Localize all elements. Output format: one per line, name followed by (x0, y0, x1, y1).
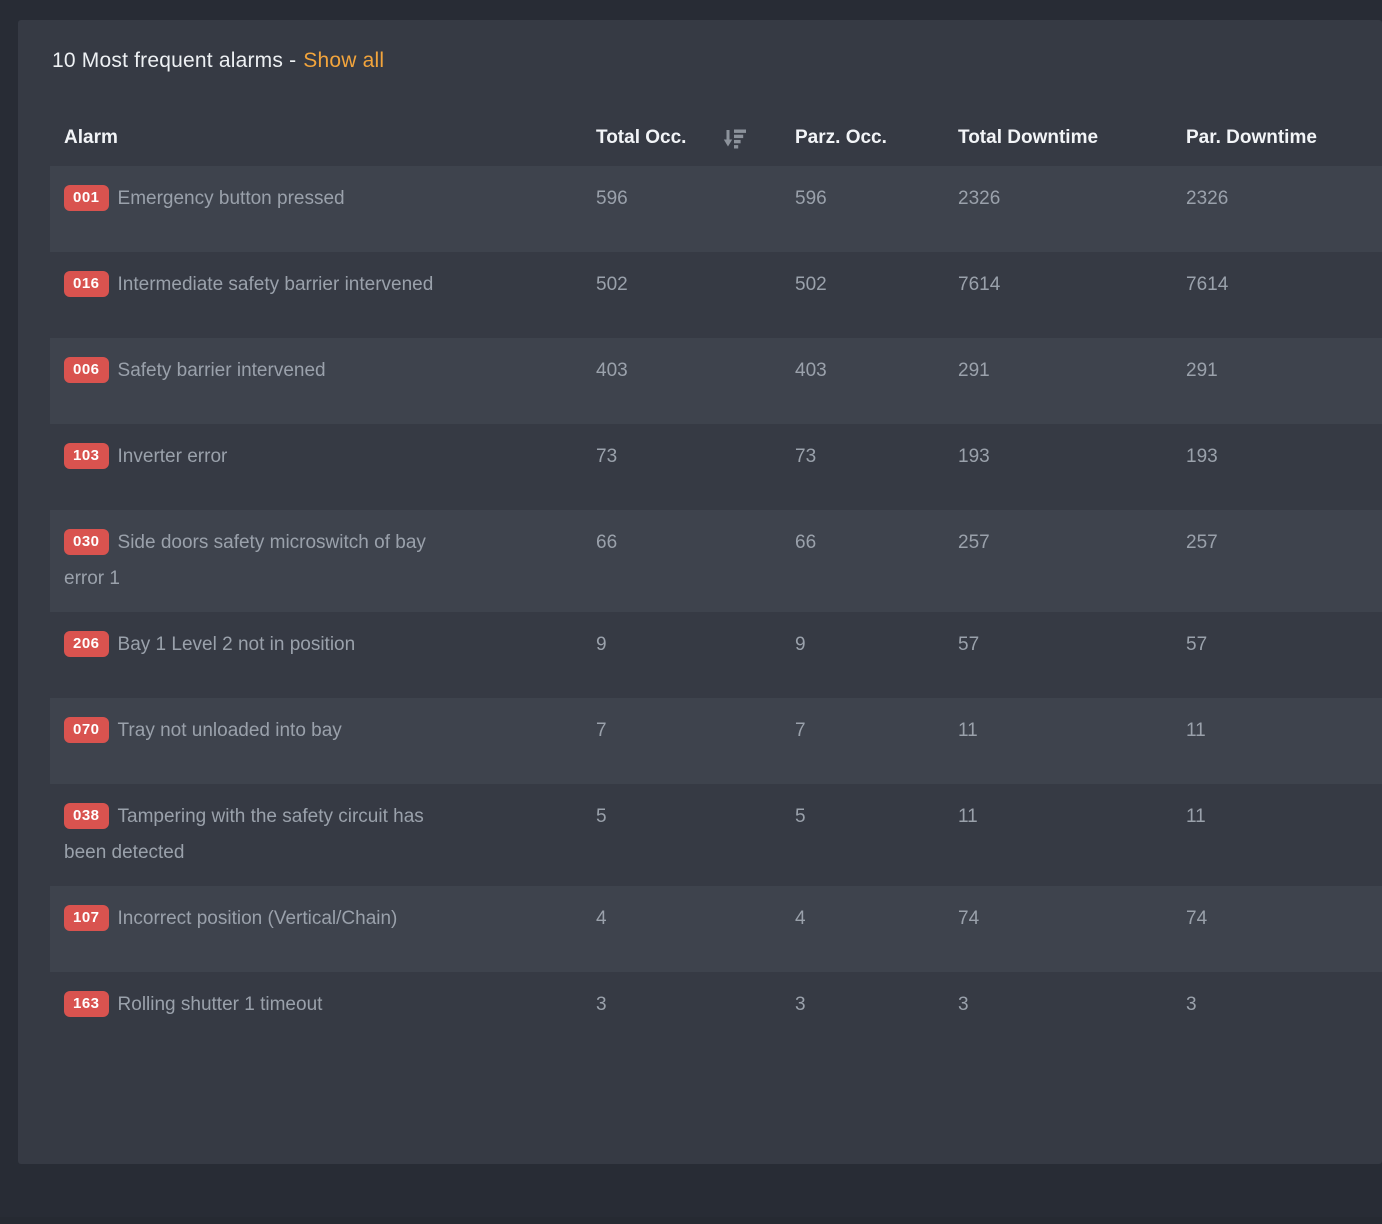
table-row: 016 Intermediate safety barrier intervene… (50, 252, 1382, 338)
alarms-table: Alarm Total Occ. Parz. Occ. Total Downti… (50, 110, 1382, 1058)
alarm-description: Side doors safety microswitch of bay err… (64, 532, 426, 589)
par-downtime-cell: 11 (1186, 720, 1206, 741)
total-occ-cell: 403 (596, 360, 628, 381)
alarm-description: Incorrect position (Vertical/Chain) (117, 908, 398, 929)
total-downtime-cell: 2326 (958, 188, 1001, 209)
parz-occ-cell: 4 (795, 908, 806, 929)
parz-occ-cell: 66 (795, 532, 817, 553)
par-downtime-cell: 193 (1186, 446, 1218, 467)
par-downtime-cell: 291 (1186, 360, 1218, 381)
parz-occ-cell: 5 (795, 806, 806, 827)
most-frequent-alarms-panel: 10 Most frequent alarms - Show all Alarm … (18, 20, 1382, 1164)
table-row: 001 Emergency button pressed 596 596 2326… (50, 166, 1382, 252)
alarm-description: Safety barrier intervened (117, 360, 326, 381)
total-downtime-cell: 74 (958, 908, 980, 929)
column-header-total-occ-label: Total Occ. (596, 127, 687, 148)
alarm-code-badge: 030 (64, 529, 109, 555)
table-body: 001 Emergency button pressed 596 596 2326… (50, 166, 1382, 1058)
alarm-code-badge: 107 (64, 905, 109, 931)
alarm-cell: 001 Emergency button pressed (50, 181, 586, 217)
alarm-cell: 163 Rolling shutter 1 timeout (50, 987, 586, 1023)
alarm-cell: 070 Tray not unloaded into bay (50, 713, 586, 749)
alarm-description: Tray not unloaded into bay (117, 720, 342, 741)
parz-occ-cell: 9 (795, 634, 806, 655)
next-panel-edge (0, 1217, 1382, 1224)
alarm-cell: 206 Bay 1 Level 2 not in position (50, 627, 586, 663)
par-downtime-cell: 57 (1186, 634, 1208, 655)
alarm-cell: 006 Safety barrier intervened (50, 353, 586, 389)
alarm-code-badge: 006 (64, 357, 109, 383)
par-downtime-cell: 3 (1186, 994, 1197, 1015)
total-occ-cell: 7 (596, 720, 607, 741)
total-occ-cell: 4 (596, 908, 607, 929)
column-header-par-downtime[interactable]: Par. Downtime (1186, 127, 1317, 148)
table-row: 070 Tray not unloaded into bay 7 7 11 11 (50, 698, 1382, 784)
par-downtime-cell: 11 (1186, 806, 1206, 827)
total-downtime-cell: 57 (958, 634, 980, 655)
total-occ-cell: 5 (596, 806, 607, 827)
total-occ-cell: 73 (596, 446, 618, 467)
panel-title: 10 Most frequent alarms - Show all (18, 20, 1382, 78)
par-downtime-cell: 257 (1186, 532, 1218, 553)
total-occ-cell: 3 (596, 994, 607, 1015)
total-downtime-cell: 3 (958, 994, 969, 1015)
alarm-cell: 103 Inverter error (50, 439, 586, 475)
total-occ-cell: 596 (596, 188, 628, 209)
par-downtime-cell: 2326 (1186, 188, 1229, 209)
panel-title-text: 10 Most frequent alarms - (52, 49, 297, 72)
sort-amount-down-icon[interactable] (720, 126, 747, 152)
parz-occ-cell: 403 (795, 360, 827, 381)
total-downtime-cell: 291 (958, 360, 990, 381)
table-row: 107 Incorrect position (Vertical/Chain) 4… (50, 886, 1382, 972)
column-header-total-downtime[interactable]: Total Downtime (958, 127, 1099, 148)
table-row: 103 Inverter error 73 73 193 193 (50, 424, 1382, 510)
alarm-code-badge: 038 (64, 803, 109, 829)
alarm-description: Intermediate safety barrier intervened (117, 274, 434, 295)
alarm-description: Rolling shutter 1 timeout (117, 994, 323, 1015)
alarm-description: Tampering with the safety circuit has be… (64, 806, 424, 863)
alarm-cell: 030 Side doors safety microswitch of bay … (50, 525, 586, 597)
table-row: 163 Rolling shutter 1 timeout 3 3 3 3 (50, 972, 1382, 1058)
alarm-cell: 038 Tampering with the safety circuit has… (50, 799, 586, 871)
alarm-code-badge: 163 (64, 991, 109, 1017)
alarm-code-badge: 206 (64, 631, 109, 657)
table-row: 038 Tampering with the safety circuit has… (50, 784, 1382, 886)
alarm-cell: 107 Incorrect position (Vertical/Chain) (50, 901, 586, 937)
show-all-link[interactable]: Show all (303, 49, 385, 72)
alarm-description: Emergency button pressed (117, 188, 345, 209)
total-downtime-cell: 11 (958, 806, 978, 827)
par-downtime-cell: 74 (1186, 908, 1208, 929)
total-occ-cell: 9 (596, 634, 607, 655)
parz-occ-cell: 73 (795, 446, 817, 467)
parz-occ-cell: 596 (795, 188, 827, 209)
alarm-description: Inverter error (117, 446, 228, 467)
total-occ-cell: 66 (596, 532, 618, 553)
column-header-total-occ[interactable]: Total Occ. (586, 125, 785, 151)
table-row: 030 Side doors safety microswitch of bay … (50, 510, 1382, 612)
table-header-row: Alarm Total Occ. Parz. Occ. Total Downti… (50, 110, 1382, 166)
parz-occ-cell: 502 (795, 274, 827, 295)
total-downtime-cell: 257 (958, 532, 990, 553)
alarm-code-badge: 001 (64, 185, 109, 211)
table-row: 006 Safety barrier intervened 403 403 291… (50, 338, 1382, 424)
total-downtime-cell: 7614 (958, 274, 1001, 295)
column-header-alarm[interactable]: Alarm (64, 127, 118, 148)
alarm-code-badge: 103 (64, 443, 109, 469)
alarm-code-badge: 016 (64, 271, 109, 297)
total-downtime-cell: 193 (958, 446, 990, 467)
alarm-description: Bay 1 Level 2 not in position (117, 634, 356, 655)
parz-occ-cell: 7 (795, 720, 806, 741)
total-downtime-cell: 11 (958, 720, 978, 741)
par-downtime-cell: 7614 (1186, 274, 1229, 295)
alarm-code-badge: 070 (64, 717, 109, 743)
parz-occ-cell: 3 (795, 994, 806, 1015)
total-occ-cell: 502 (596, 274, 628, 295)
table-row: 206 Bay 1 Level 2 not in position 9 9 57 … (50, 612, 1382, 698)
alarm-cell: 016 Intermediate safety barrier intervene… (50, 267, 586, 303)
column-header-parz-occ[interactable]: Parz. Occ. (795, 127, 887, 148)
